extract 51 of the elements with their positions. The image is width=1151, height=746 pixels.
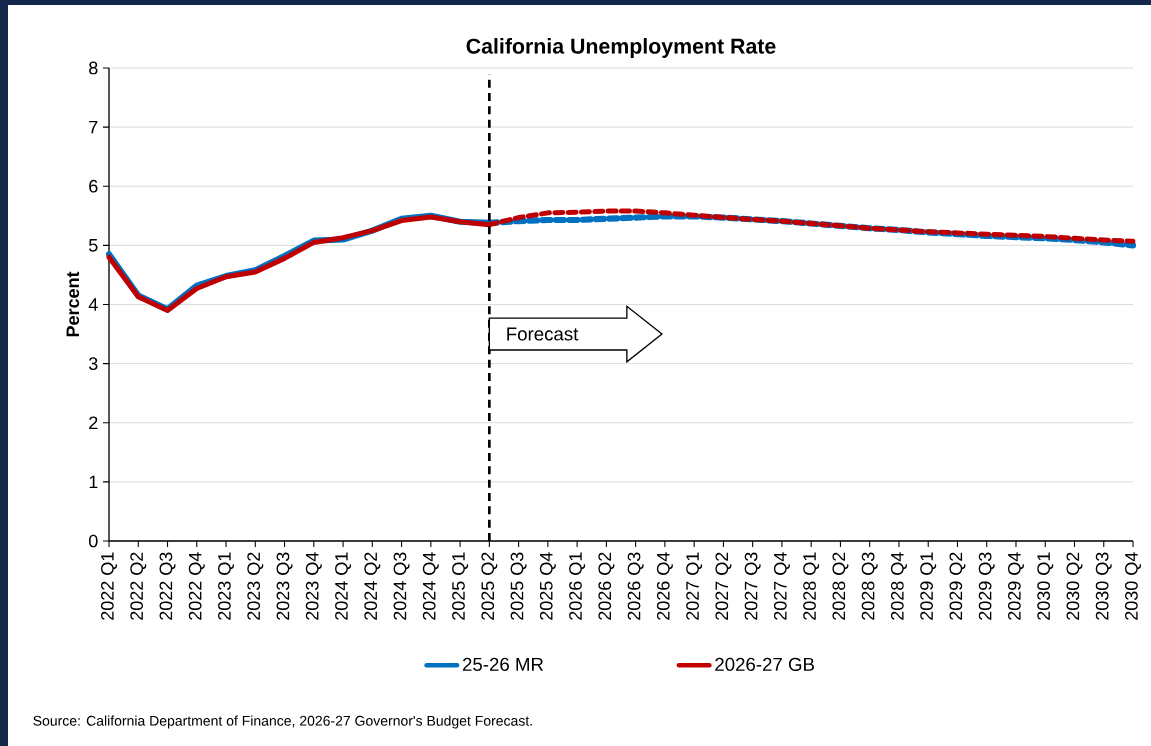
- x-tick-label: 2026 Q3: [627, 552, 644, 620]
- x-tick-label: 2029 Q1: [920, 552, 937, 620]
- x-tick-label: 2029 Q4: [1008, 552, 1024, 620]
- x-tick-label: 2029 Q2: [949, 552, 966, 620]
- x-tick-label: 2022 Q1: [101, 552, 117, 620]
- x-tick-label: 2030 Q4: [1125, 552, 1141, 620]
- x-tick-label: 2024 Q3: [393, 552, 410, 620]
- x-tick-label: 2025 Q4: [539, 552, 556, 620]
- y-tick-label: 5: [88, 239, 98, 252]
- x-tick-label: 2027 Q2: [715, 552, 732, 620]
- x-tick-label: 2025 Q3: [510, 552, 527, 620]
- x-tick-label: 2023 Q2: [247, 552, 264, 620]
- x-tick-label: 2030 Q3: [1095, 552, 1112, 620]
- x-tick-label: 2030 Q1: [1037, 552, 1054, 620]
- x-tick-label: 2025 Q2: [481, 552, 498, 620]
- x-tick-label: 2022 Q2: [130, 552, 147, 620]
- x-tick-label: 2029 Q3: [978, 552, 995, 620]
- x-tick-label: 2024 Q1: [335, 552, 352, 620]
- x-tick-label: 2023 Q4: [305, 552, 322, 620]
- x-tick-label: 2026 Q4: [656, 552, 673, 620]
- x-tick-label: 2028 Q3: [861, 552, 878, 620]
- x-tick-label: 2025 Q1: [452, 552, 469, 620]
- y-tick-label: 2: [89, 416, 98, 430]
- x-tick-label: 2028 Q2: [832, 552, 849, 620]
- annotation: Forecast: [507, 327, 579, 341]
- x-tick-label: 2027 Q3: [744, 552, 761, 620]
- y-axis-title: Percent: [66, 271, 80, 337]
- y-tick-label: 1: [89, 475, 98, 489]
- x-tick-label: 2023 Q1: [218, 552, 235, 620]
- x-tick-label: 2028 Q4: [890, 552, 907, 620]
- x-tick-label: 2030 Q2: [1066, 552, 1083, 620]
- x-tick-label: 2022 Q4: [188, 552, 205, 620]
- y-tick-label: 7: [89, 120, 98, 134]
- x-tick-label: 2026 Q2: [598, 552, 615, 620]
- x-tick-label: 2027 Q4: [773, 552, 790, 620]
- x-tick-label: 2022 Q3: [159, 552, 176, 620]
- x-tick-label: 2028 Q1: [803, 552, 820, 620]
- x-tick-label: 2027 Q1: [686, 552, 703, 620]
- source-note: Source: California Department of Finance, 2026-27 Governor's Budget Forecast.: [33, 715, 532, 729]
- y-tick-label: 0: [88, 534, 98, 548]
- x-tick-label: 2023 Q3: [276, 552, 293, 620]
- y-tick-label: 6: [89, 179, 98, 193]
- x-tick-label: 2024 Q2: [364, 552, 381, 620]
- legend-label: 2026-27 GB: [715, 657, 814, 671]
- y-tick-label: 3: [88, 357, 98, 370]
- chart-title: California Unemployment Rate: [466, 38, 776, 58]
- y-tick-label: 4: [88, 298, 98, 311]
- legend-label: 25-26 MR: [462, 657, 544, 671]
- y-tick-label: 8: [89, 61, 98, 75]
- x-tick-label: 2026 Q1: [569, 552, 586, 620]
- x-tick-label: 2024 Q4: [422, 552, 439, 620]
